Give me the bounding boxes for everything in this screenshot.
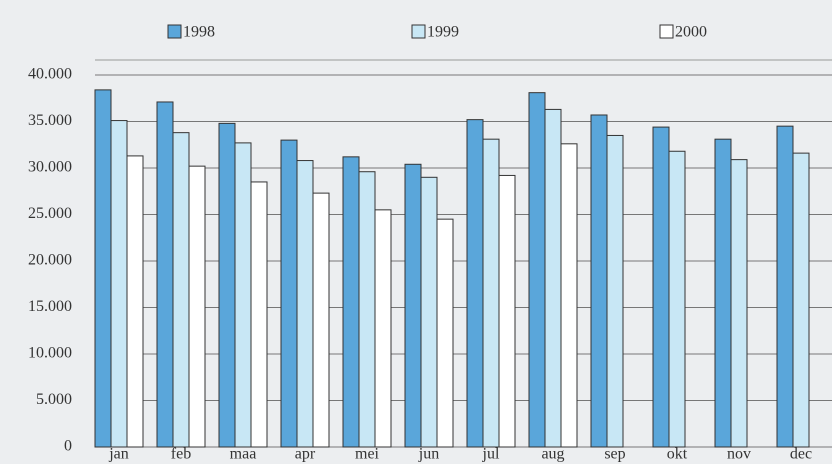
bar [606,134,624,448]
y-tick-label: 35.000 [28,112,72,129]
bar [312,192,330,448]
y-tick-label: 40.000 [28,66,72,83]
x-tick-label: nov [727,446,751,463]
x-tick-label: mei [355,446,380,463]
bar [110,120,128,448]
x-tick-label: dec [790,446,812,463]
bar [296,160,314,448]
bar [250,181,268,448]
legend-swatch [659,24,674,39]
bar [730,159,748,448]
y-tick-label: 15.000 [28,298,72,315]
legend-label: 2000 [675,24,707,41]
bar [776,125,794,448]
bar [374,209,392,448]
x-tick-label: aug [541,446,564,463]
y-tick-label: 20.000 [28,252,72,269]
y-tick-label: 0 [64,438,72,455]
bar [560,143,578,448]
bar [172,132,190,448]
bar [436,218,454,448]
y-tick-label: 30.000 [28,159,72,176]
x-tick-label: okt [667,446,688,463]
x-tick-label: maa [230,446,257,463]
bar [156,101,174,448]
x-tick-label: sep [604,446,625,463]
legend-swatch [411,24,426,39]
bar [280,139,298,448]
bar [668,150,686,448]
bar [234,142,252,448]
bar [590,114,608,448]
y-tick-label: 5.000 [36,391,72,408]
bar [218,122,236,448]
bar [652,126,670,448]
bar [498,174,516,448]
bar [358,171,376,448]
bar [482,138,500,448]
bar [188,165,206,448]
bar [342,156,360,448]
x-tick-label: apr [295,446,316,463]
legend-label: 1998 [183,24,215,41]
bar [528,92,546,448]
bar [420,176,438,448]
x-tick-label: jan [108,446,129,463]
y-tick-label: 10.000 [28,345,72,362]
x-tick-label: jun [418,446,439,463]
bar [126,155,144,448]
legend-swatch [167,24,182,39]
bar [466,119,484,448]
bar [544,108,562,448]
x-tick-label: feb [171,446,191,463]
x-tick-label: jul [482,446,500,463]
bar [792,152,810,448]
bar [714,138,732,448]
bar [94,89,112,448]
y-tick-label: 25.000 [28,205,72,222]
bar [404,163,422,448]
legend-label: 1999 [427,24,459,41]
